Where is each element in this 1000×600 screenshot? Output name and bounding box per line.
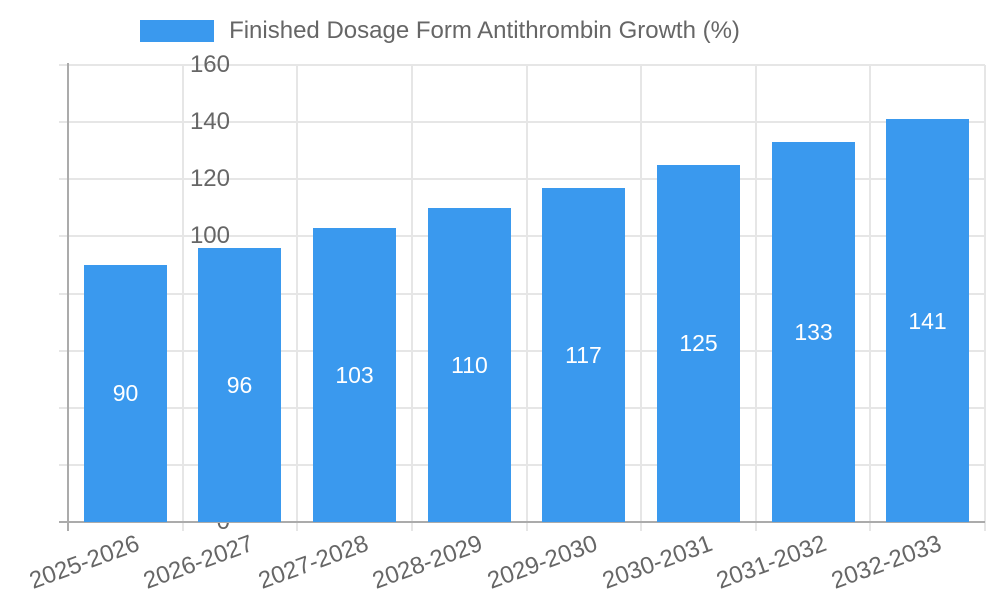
x-axis-label: 2026-2027 <box>140 530 258 595</box>
y-tick <box>59 463 68 466</box>
bar-value-label: 96 <box>226 372 253 398</box>
x-tick <box>640 522 643 531</box>
bar-value-label: 103 <box>335 362 374 388</box>
x-axis-label: 2032-2033 <box>827 530 945 595</box>
x-gridline <box>869 65 872 522</box>
x-gridline <box>640 65 643 522</box>
bar <box>313 227 396 522</box>
x-tick <box>754 522 757 531</box>
x-tick <box>296 522 299 531</box>
x-axis-label: 2025-2026 <box>25 530 143 595</box>
legend-swatch <box>140 20 215 42</box>
y-tick <box>59 235 68 238</box>
x-tick <box>181 522 184 531</box>
x-gridline <box>525 65 528 522</box>
x-tick <box>869 522 872 531</box>
y-axis-label: 100 <box>189 222 230 250</box>
y-axis-label: 120 <box>189 165 230 193</box>
bar-value-label: 90 <box>112 380 139 406</box>
x-tick <box>984 522 986 531</box>
y-tick <box>59 406 68 409</box>
y-tick <box>59 292 68 295</box>
chart-legend[interactable]: Finished Dosage Form Antithrombin Growth… <box>0 17 880 45</box>
x-tick <box>410 522 413 531</box>
x-axis-line <box>59 521 985 523</box>
x-axis-label: 2031-2032 <box>713 530 831 595</box>
x-gridline <box>984 65 986 522</box>
legend-label: Finished Dosage Form Antithrombin Growth… <box>229 17 740 44</box>
x-axis-label: 2028-2029 <box>369 530 487 595</box>
bar-value-label: 117 <box>565 342 602 368</box>
bar <box>542 187 625 522</box>
x-axis-label: 2029-2030 <box>483 530 602 595</box>
x-gridline <box>296 65 299 522</box>
x-tick <box>525 522 528 531</box>
bar <box>657 164 740 522</box>
x-axis-label: 2030-2031 <box>598 530 716 595</box>
bar <box>886 119 969 522</box>
bar-value-label: 133 <box>794 319 833 345</box>
bar <box>84 264 167 522</box>
y-axis-label: 140 <box>189 108 230 136</box>
y-tick <box>59 121 68 124</box>
bar-value-label: 141 <box>908 308 947 334</box>
bar <box>198 247 281 522</box>
bar-value-label: 125 <box>679 330 718 356</box>
x-gridline <box>754 65 757 522</box>
y-tick <box>59 349 68 352</box>
x-gridline <box>410 65 413 522</box>
bar <box>428 207 511 522</box>
y-tick <box>59 178 68 181</box>
y-tick <box>59 64 68 66</box>
bar <box>772 142 855 522</box>
bar-value-label: 110 <box>451 352 488 378</box>
y-axis-line <box>67 63 69 531</box>
x-gridline <box>181 65 184 522</box>
x-axis-label: 2027-2028 <box>254 530 372 595</box>
y-axis-label: 160 <box>189 51 230 78</box>
